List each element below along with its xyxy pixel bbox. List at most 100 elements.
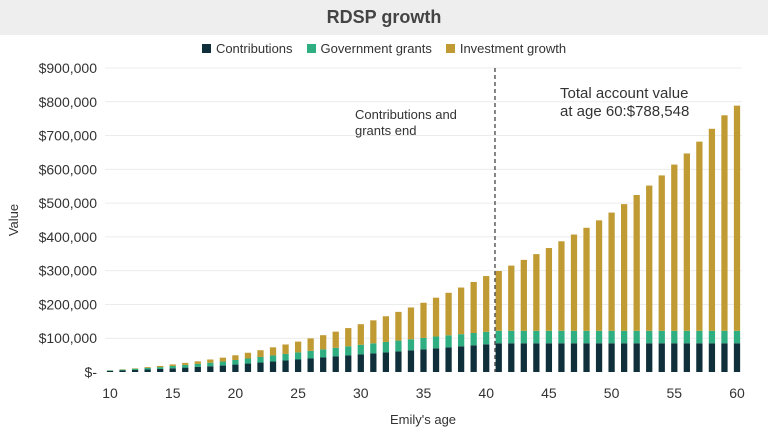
bar-investment-growth [169,364,176,366]
bar-government-grants [320,349,327,358]
bar-government-grants [395,340,402,352]
bar-contributions [671,343,678,372]
bar-contributions [721,343,728,372]
x-tick-label: 10 [102,385,118,401]
bar-contributions [708,343,716,372]
bar-government-grants [621,330,628,344]
bar-government-grants [432,336,440,349]
bar-government-grants [294,352,302,360]
bar-contributions [106,370,114,372]
annotation-contributions-end-line-2: grants end [355,123,416,138]
x-tick-label: 25 [290,385,306,401]
bars [106,105,741,372]
bar-contributions [545,343,553,372]
bar-contributions [307,358,314,372]
bar-government-grants [470,332,477,346]
bar-government-grants [182,364,189,368]
legend-item-contributions: Contributions [201,41,293,56]
bar-investment-growth [345,328,352,347]
y-tick-label: $900,000 [39,60,98,76]
bar-government-grants [370,343,377,354]
bar-investment-growth [570,234,578,331]
legend-label-contributions: Contributions [215,41,293,56]
bar-investment-growth [232,355,239,361]
bar-investment-growth [696,141,703,331]
bar-contributions [269,361,277,372]
bar-contributions [733,343,741,372]
bar-contributions [608,343,615,372]
chart-title-bar: RDSP growth [0,0,768,35]
legend-label-investment-growth: Investment growth [459,41,567,56]
chart-title: RDSP growth [326,7,442,27]
legend-swatch-government-grants [306,44,316,53]
bar-investment-growth [508,265,515,331]
bar-contributions [332,356,339,372]
bar-investment-growth [244,352,252,359]
bar-government-grants [282,353,289,361]
bar-contributions [282,360,289,372]
bar-contributions [407,350,415,372]
bar-investment-growth [595,220,603,331]
bar-investment-growth [382,316,390,342]
annotation-total-value-line-2: at age 60:$788,548 [560,103,689,120]
y-tick-label: $500,000 [39,195,98,211]
x-tick-label: 45 [541,385,557,401]
y-axis-label: Value [6,204,21,236]
bar-contributions [696,343,703,372]
bar-contributions [395,351,402,372]
bar-government-grants [595,330,603,344]
x-tick-label: 15 [165,385,181,401]
bar-government-grants [232,360,239,365]
bar-investment-growth [583,227,590,331]
bar-government-grants [119,369,126,371]
bar-government-grants [696,330,703,344]
bar-investment-growth [194,361,201,364]
bar-government-grants [407,339,415,351]
bar-government-grants [733,330,741,344]
bar-contributions [157,368,164,372]
bar-investment-growth [294,341,302,353]
bar-investment-growth [457,287,465,335]
bar-government-grants [483,331,490,345]
bar-government-grants [520,330,527,344]
bar-government-grants [708,330,716,344]
x-tick-label: 20 [228,385,244,401]
legend-swatch-contributions [201,44,211,53]
x-axis-label: Emily's age [390,412,456,427]
bar-contributions [558,343,565,372]
x-tick-label: 55 [667,385,683,401]
bar-investment-growth [282,344,289,354]
bar-contributions [470,345,477,372]
annotation-total-value: Total account value at age 60:$788,548 [560,85,693,120]
bar-investment-growth [370,320,377,344]
bar-contributions [495,343,502,372]
bar-contributions [244,363,252,372]
y-tick-label: $400,000 [39,229,98,245]
bar-investment-growth [470,281,477,333]
bar-investment-growth [207,359,214,363]
bar-government-grants [420,337,427,350]
y-tick-label: $100,000 [39,330,98,346]
bar-investment-growth [131,368,139,369]
bar-contributions [595,343,603,372]
bar-government-grants [131,368,139,370]
bar-government-grants [683,330,690,344]
bar-contributions [320,357,327,372]
bar-investment-growth [733,105,741,331]
bar-government-grants [219,361,226,366]
bar-contributions [382,352,390,372]
bar-contributions [583,343,590,372]
bar-contributions [169,368,176,372]
bar-investment-growth [144,367,151,368]
legend-swatch-investment-growth [445,44,455,53]
bar-investment-growth [633,195,640,331]
bar-contributions [420,349,427,372]
bar-investment-growth [683,153,690,331]
bar-government-grants [307,350,314,359]
bar-investment-growth [671,164,678,331]
bar-government-grants [508,330,515,344]
bar-government-grants [633,330,640,344]
bar-government-grants [721,330,728,344]
bar-contributions [633,343,640,372]
